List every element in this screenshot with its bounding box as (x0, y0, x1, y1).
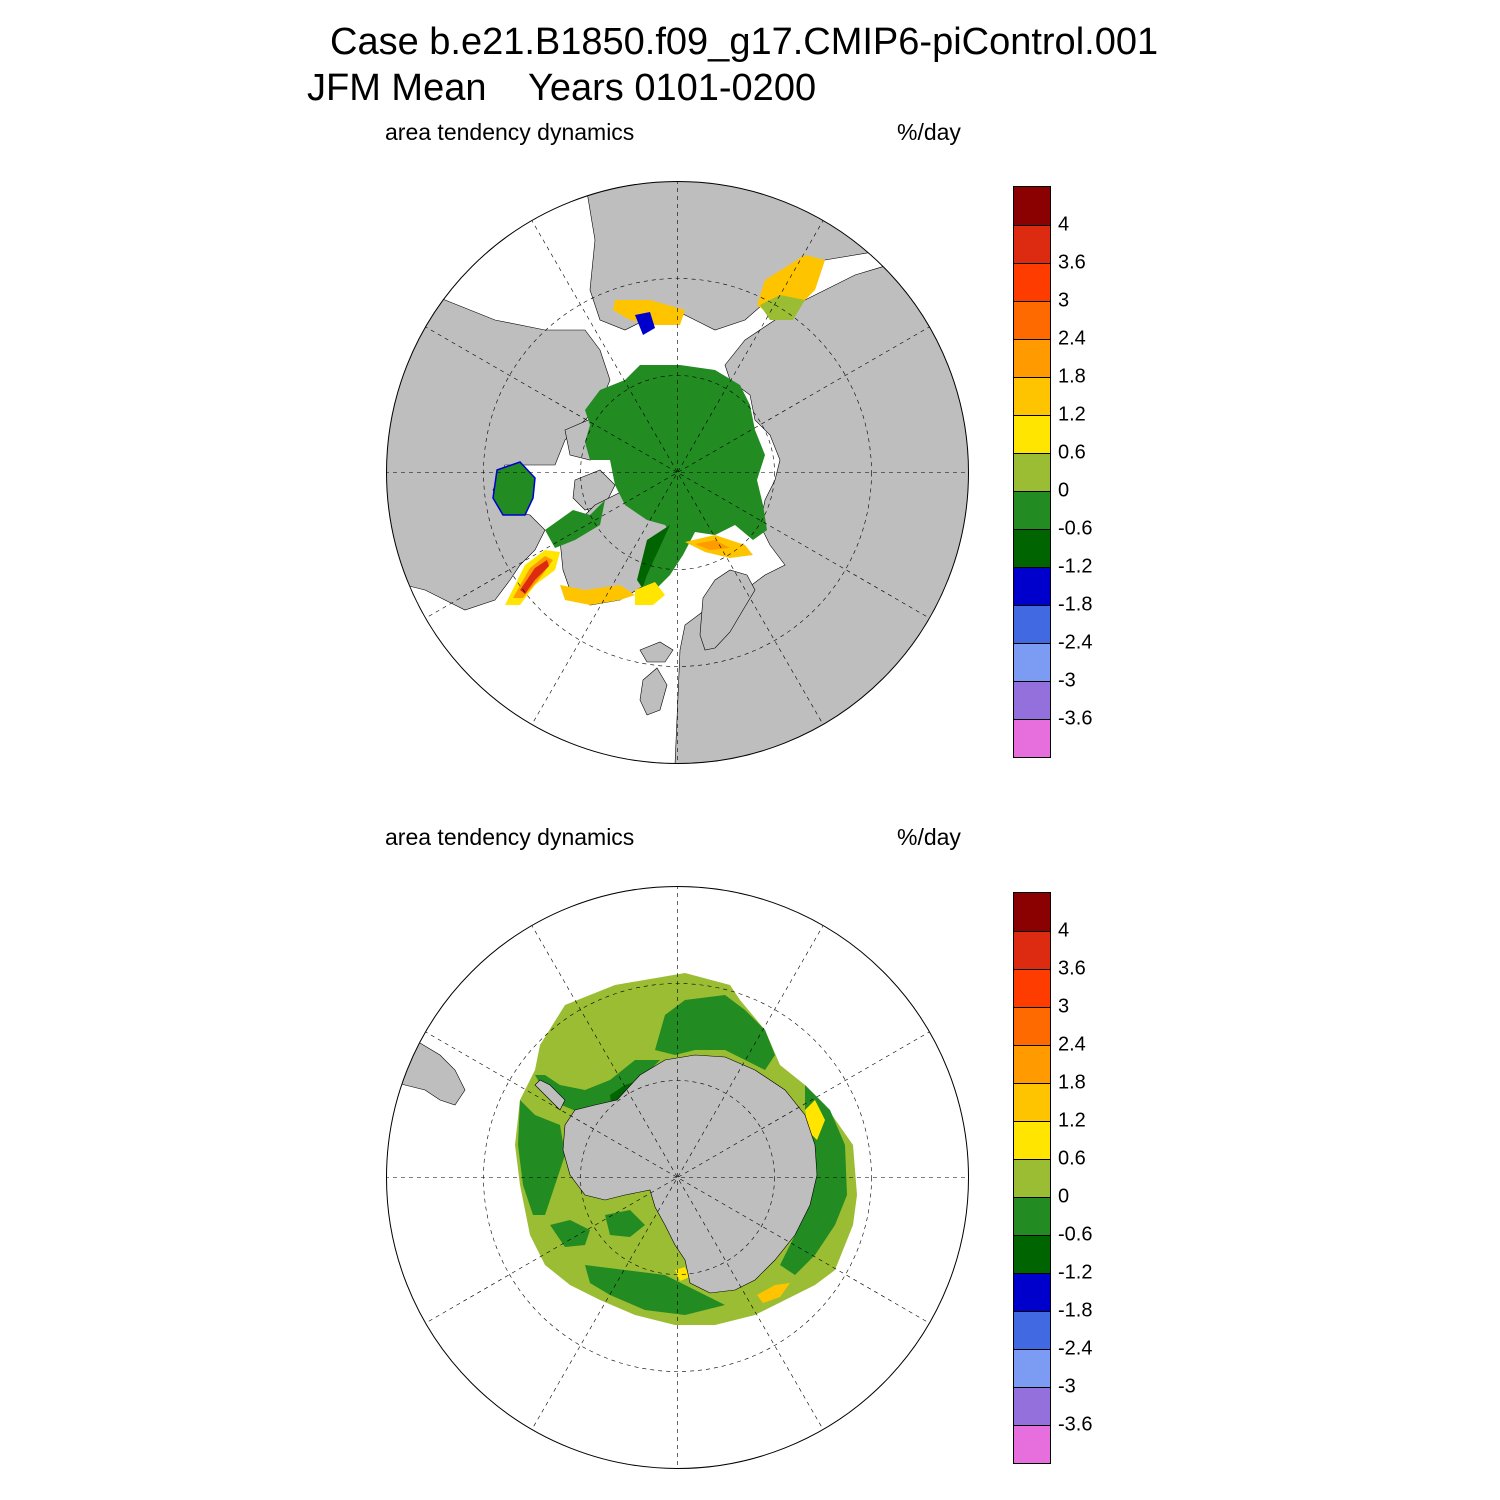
south-colorbar-label: 3 (1058, 995, 1070, 1018)
north-field-bering-blue (635, 312, 655, 335)
north-field-labrador-band-red (520, 560, 549, 594)
south-colorbar-label: -1.2 (1058, 1261, 1093, 1284)
south-colorbar-swatch (1014, 1083, 1050, 1121)
south-panel-variable-label: area tendency dynamics (385, 824, 635, 850)
north-colorbar-label: 3 (1058, 289, 1070, 312)
north-colorbar-swatch (1014, 415, 1050, 453)
north-colorbar-swatch (1014, 187, 1050, 225)
south-colorbar-swatch (1014, 893, 1050, 931)
north-field-south-greenland-band (560, 585, 635, 605)
south-colorbar-swatch (1014, 1197, 1050, 1235)
south-colorbar-swatch (1014, 1007, 1050, 1045)
south-colorbar (1013, 892, 1051, 1464)
north-colorbar-swatch (1014, 301, 1050, 339)
north-colorbar-swatch (1014, 681, 1050, 719)
south-colorbar-swatch (1014, 1159, 1050, 1197)
north-colorbar-swatch (1014, 719, 1050, 757)
north-colorbar-label: 3.6 (1058, 251, 1086, 274)
south-field-amundsen-band (518, 1100, 565, 1215)
north-colorbar-label: -2.4 (1058, 631, 1093, 654)
north-colorbar (1013, 186, 1051, 758)
south-land-antarctic-peninsula (534, 1079, 566, 1111)
north-colorbar-swatch (1014, 491, 1050, 529)
figure-title-line-1: Case b.e21.B1850.f09_g17.CMIP6-piControl… (330, 21, 1159, 63)
north-land-eurasia (674, 259, 969, 764)
south-field-patch-1 (550, 1220, 590, 1247)
south-colorbar-swatch (1014, 1311, 1050, 1349)
south-colorbar-label: 0 (1058, 1185, 1070, 1208)
south-colorbar-swatch (1014, 1273, 1050, 1311)
north-panel-variable-label: area tendency dynamics (385, 119, 635, 145)
north-polar-map (386, 181, 969, 764)
south-colorbar-swatch (1014, 1235, 1050, 1273)
south-colorbar-label: -3 (1058, 1375, 1076, 1398)
north-colorbar-label: 0.6 (1058, 441, 1086, 464)
north-colorbar-swatch (1014, 529, 1050, 567)
south-colorbar-swatch (1014, 1387, 1050, 1425)
north-field-hudson-bay (492, 461, 536, 516)
north-field-okhotsk-green (760, 295, 805, 320)
south-polar-map (386, 886, 969, 1469)
north-land-scandinavia (699, 569, 756, 651)
north-colorbar-swatch (1014, 263, 1050, 301)
south-field-positive-small (675, 1267, 690, 1281)
south-map-border (386, 886, 969, 1469)
north-land-iceland (639, 641, 674, 663)
north-colorbar-label: -3 (1058, 669, 1076, 692)
south-field-ross-sea-band (535, 1060, 660, 1115)
north-colorbar-swatch (1014, 643, 1050, 681)
south-colorbar-label: 2.4 (1058, 1033, 1086, 1056)
south-colorbar-label: -0.6 (1058, 1223, 1093, 1246)
south-colorbar-label: 1.8 (1058, 1071, 1086, 1094)
south-field-patch-2 (605, 1210, 645, 1237)
north-panel-units-label: %/day (897, 119, 961, 145)
south-colorbar-swatch (1014, 1349, 1050, 1387)
north-colorbar-swatch (1014, 567, 1050, 605)
north-map-border (386, 181, 969, 764)
south-land-antarctica (562, 1054, 818, 1294)
north-colorbar-swatch (1014, 339, 1050, 377)
south-graticule (386, 886, 969, 1469)
north-colorbar-swatch (1014, 377, 1050, 415)
south-colorbar-swatch (1014, 1425, 1050, 1463)
south-colorbar-label: 4 (1058, 919, 1070, 942)
north-land-british-isles (639, 667, 668, 716)
south-colorbar-label: -2.4 (1058, 1337, 1093, 1360)
north-colorbar-label: 1.8 (1058, 365, 1086, 388)
south-field-weddell-band (655, 995, 775, 1070)
north-colorbar-swatch (1014, 225, 1050, 263)
north-colorbar-label: 1.2 (1058, 403, 1086, 426)
south-colorbar-label: 1.2 (1058, 1109, 1086, 1132)
north-field-barents-positive-inner (695, 540, 730, 550)
north-colorbar-label: -1.2 (1058, 555, 1093, 578)
north-colorbar-label: 2.4 (1058, 327, 1086, 350)
south-field-positive-south (757, 1283, 790, 1303)
south-colorbar-label: -3.6 (1058, 1413, 1093, 1436)
south-colorbar-swatch (1014, 969, 1050, 1007)
north-colorbar-label: 4 (1058, 213, 1070, 236)
south-colorbar-swatch (1014, 931, 1050, 969)
north-colorbar-label: -0.6 (1058, 517, 1093, 540)
north-graticule (386, 181, 969, 764)
north-field-baffin-bay (545, 500, 605, 548)
north-field-east-greenland-positive (635, 582, 665, 605)
north-colorbar-label: 0 (1058, 479, 1070, 502)
north-colorbar-swatch (1014, 453, 1050, 491)
south-colorbar-swatch (1014, 1121, 1050, 1159)
south-colorbar-swatch (1014, 1045, 1050, 1083)
north-colorbar-label: -3.6 (1058, 707, 1093, 730)
figure-title-line-2: JFM Mean Years 0101-0200 (307, 67, 817, 109)
south-colorbar-label: -1.8 (1058, 1299, 1093, 1322)
north-colorbar-label: -1.8 (1058, 593, 1093, 616)
north-colorbar-swatch (1014, 605, 1050, 643)
south-colorbar-label: 0.6 (1058, 1147, 1086, 1170)
south-colorbar-label: 3.6 (1058, 957, 1086, 980)
north-field-greenland-sea (640, 520, 695, 595)
south-panel-units-label: %/day (897, 824, 961, 850)
